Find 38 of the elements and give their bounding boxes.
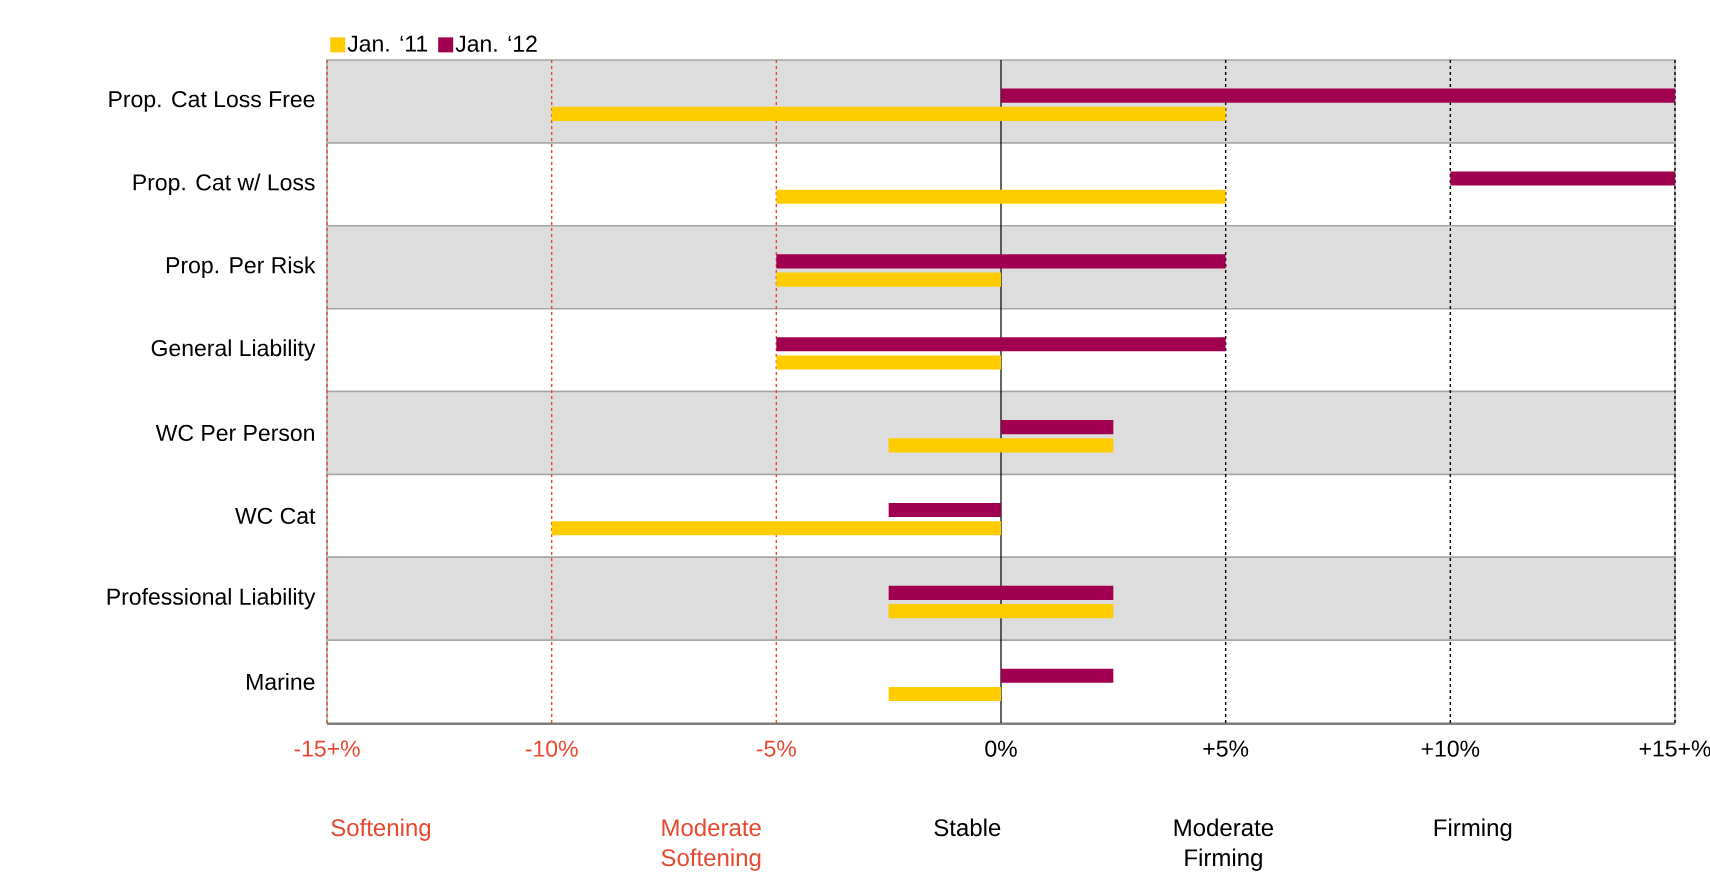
bar [776, 337, 1226, 352]
y-tick-label: Prop. Per Risk [166, 256, 316, 278]
bar [551, 106, 1226, 121]
bar [776, 189, 1226, 204]
text: Softening [331, 818, 431, 841]
x-tick-label: +5% [1203, 740, 1249, 757]
bar [888, 438, 1114, 453]
legend-label: Jan. ‘11 [347, 35, 428, 52]
bar [551, 521, 1001, 536]
y-tick-label: Prop. Cat w/ Loss [133, 173, 315, 196]
x-tick-label: +15+% [1639, 740, 1710, 757]
y-tick-label: Marine [247, 673, 315, 691]
bar [776, 272, 1001, 287]
legend-label: Jan. ‘12 [455, 35, 537, 52]
bar [776, 355, 1001, 370]
bar [1001, 668, 1114, 683]
x-tick-label: -5% [756, 740, 796, 757]
text: Firming [1434, 818, 1512, 841]
bar [1450, 171, 1675, 186]
text: Moderate Firming [1174, 818, 1274, 871]
text: Moderate Softening [661, 818, 761, 871]
text: Stable [934, 818, 1001, 837]
bar [888, 502, 1001, 518]
bar [888, 585, 1114, 600]
bar [776, 254, 1226, 269]
y-tick-label: WC Cat [235, 507, 316, 524]
y-tick-label: WC Per Person [155, 424, 314, 442]
y-tick-label: General Liability [151, 339, 316, 361]
x-tick-label: -15+% [294, 740, 360, 757]
bar [1001, 420, 1114, 435]
bar [1001, 88, 1675, 103]
x-tick-label: +10% [1421, 740, 1480, 757]
y-tick-label: Prop. Cat Loss Free [109, 91, 315, 112]
x-tick-label: -10% [525, 740, 578, 757]
bar [888, 686, 1001, 702]
y-tick-label: Professional Liability [107, 587, 316, 610]
x-tick-label: 0% [985, 740, 1017, 757]
bar [888, 604, 1114, 619]
